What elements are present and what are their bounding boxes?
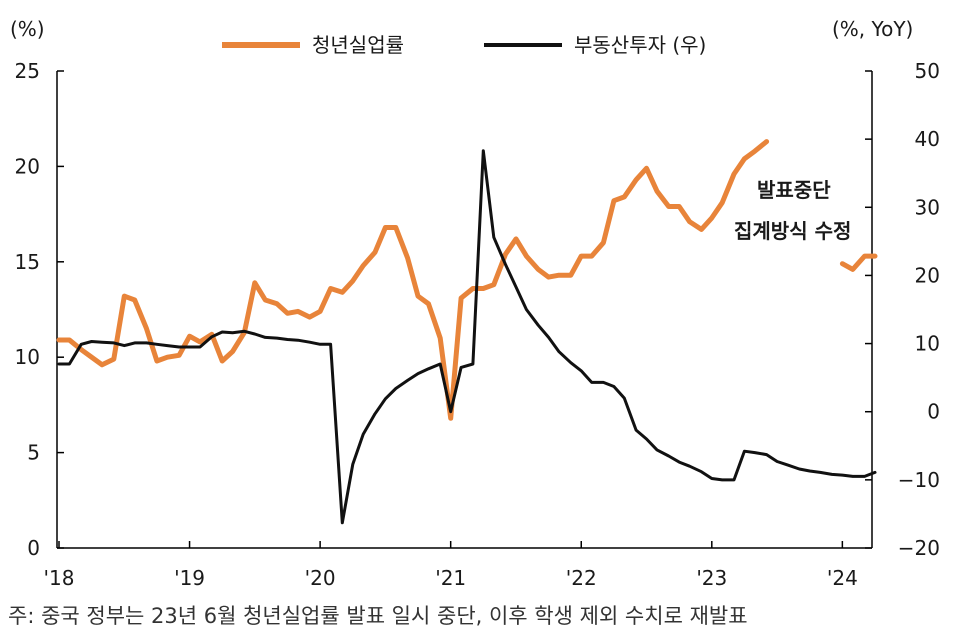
x-tick-label: '24 — [827, 566, 858, 590]
right-y-ticks: −20 −10 0 10 20 30 40 50 — [865, 59, 940, 560]
left-tick-label: 15 — [15, 250, 40, 274]
right-tick-label: 30 — [915, 195, 940, 219]
left-tick-label: 0 — [27, 536, 40, 560]
right-tick-label: 40 — [915, 127, 940, 151]
footnote: 주: 중국 정부는 23년 6월 청년실업률 발표 일시 중단, 이후 학생 제… — [8, 604, 748, 628]
left-tick-label: 25 — [15, 59, 40, 83]
legend: 청년실업률 부동산투자 (우) — [222, 33, 706, 57]
left-tick-label: 10 — [15, 345, 40, 369]
annotation-line-2: 집계방식 수정 — [734, 219, 851, 243]
left-tick-label: 5 — [27, 441, 40, 465]
x-tick-label: '21 — [435, 566, 466, 590]
right-tick-label: 50 — [915, 59, 940, 83]
legend-label-real-estate: 부동산투자 (우) — [574, 33, 706, 57]
x-tick-label: '23 — [696, 566, 727, 590]
dual-axis-line-chart: (%) (%, YoY) 청년실업률 부동산투자 (우) 0510152025 … — [10, 17, 940, 590]
right-tick-label: −20 — [898, 536, 940, 560]
series-line-youth-unemployment — [56, 139, 770, 421]
annotation-line-1: 발표중단 — [757, 178, 831, 202]
right-tick-label: 10 — [915, 332, 940, 356]
right-tick-label: 20 — [915, 263, 940, 287]
right-tick-label: −10 — [898, 468, 940, 492]
x-tick-label: '19 — [174, 566, 205, 590]
right-tick-label: 0 — [927, 400, 940, 424]
left-axis-unit: (%) — [10, 17, 45, 41]
right-axis-unit: (%, YoY) — [832, 17, 913, 41]
x-tick-label: '18 — [44, 566, 75, 590]
x-tick-label: '20 — [305, 566, 336, 590]
legend-label-youth-unemployment: 청년실업률 — [312, 33, 404, 57]
x-tick-label: '22 — [566, 566, 597, 590]
series-layer — [56, 139, 878, 525]
series-line-real-estate — [57, 149, 877, 525]
left-y-ticks: 0 5 10 15 20 25 — [15, 59, 64, 560]
x-ticks: '18 '19 '20 '21 '22 '23 '24 — [44, 541, 858, 590]
left-tick-label: 20 — [15, 154, 40, 178]
axes — [56, 71, 873, 549]
series-line-youth-unemployment-resumed — [839, 253, 878, 272]
